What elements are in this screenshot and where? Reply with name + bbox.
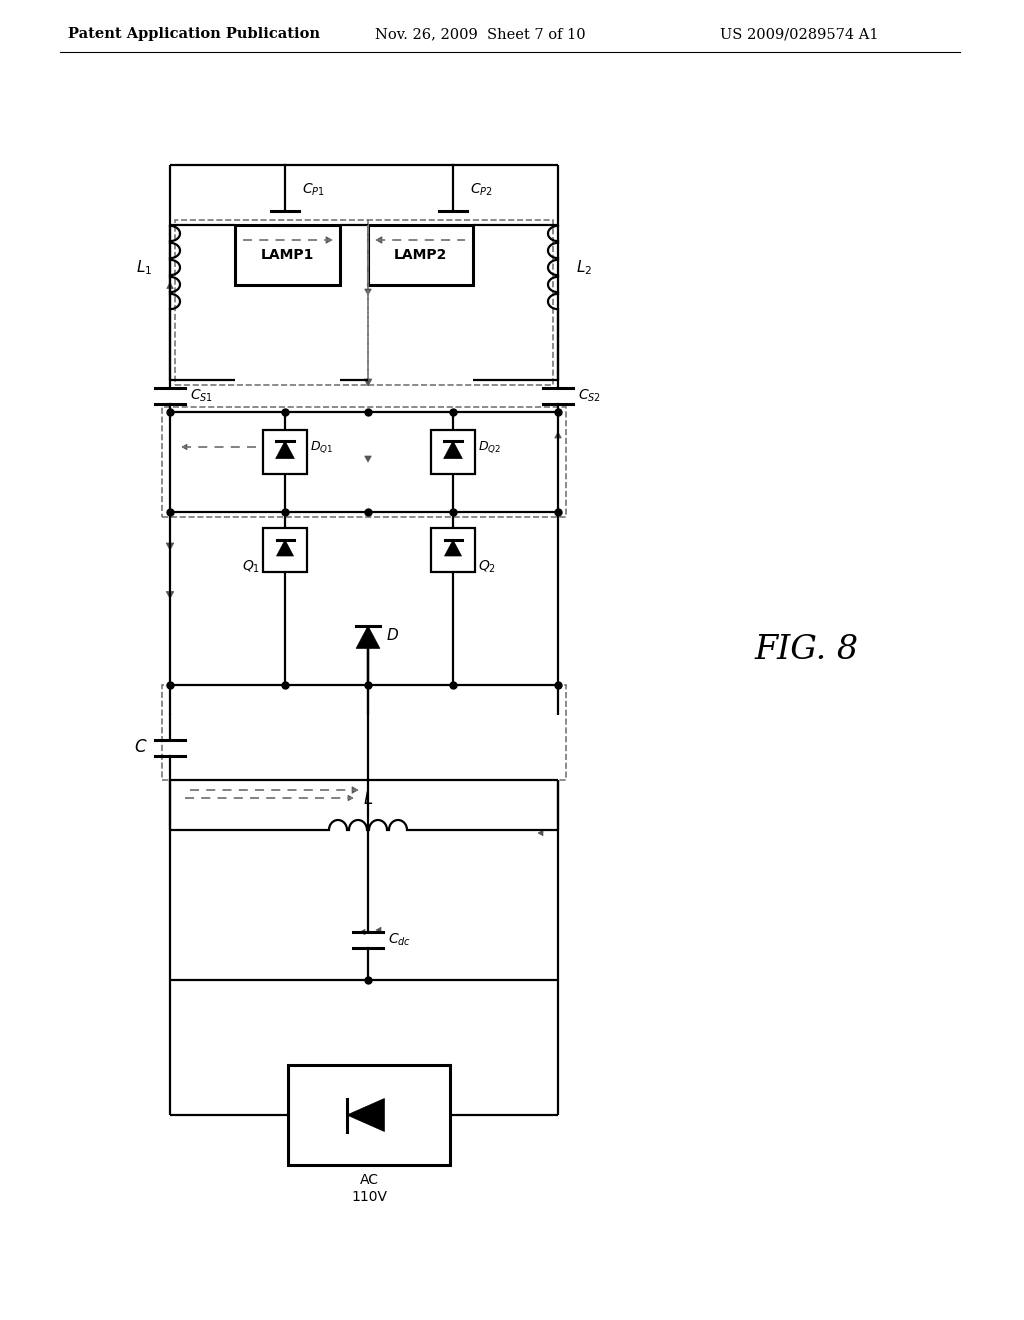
Text: $C$: $C$: [134, 739, 148, 756]
Polygon shape: [443, 441, 463, 458]
Polygon shape: [348, 795, 353, 801]
Bar: [368, 220, 553, 385]
Text: $D$: $D$: [386, 627, 399, 643]
Polygon shape: [352, 787, 358, 793]
Bar: [263, 430, 307, 474]
Polygon shape: [182, 445, 187, 450]
Text: FIG. 8: FIG. 8: [755, 634, 859, 667]
Text: $D_{Q1}$: $D_{Q1}$: [310, 440, 333, 455]
Polygon shape: [555, 432, 561, 438]
Bar: [368, 224, 473, 285]
Bar: [162, 407, 566, 517]
Text: $L$: $L$: [362, 791, 373, 808]
Polygon shape: [275, 441, 294, 458]
Text: $Q_1$: $Q_1$: [242, 558, 260, 576]
Text: $C_{P1}$: $C_{P1}$: [302, 182, 325, 198]
Polygon shape: [365, 455, 372, 462]
Text: $C_{S2}$: $C_{S2}$: [578, 388, 601, 404]
Polygon shape: [444, 540, 462, 556]
Polygon shape: [376, 236, 382, 243]
Polygon shape: [356, 626, 380, 648]
Text: Patent Application Publication: Patent Application Publication: [68, 26, 319, 41]
Polygon shape: [326, 236, 332, 243]
Bar: [175, 220, 368, 385]
Polygon shape: [376, 927, 381, 933]
Text: US 2009/0289574 A1: US 2009/0289574 A1: [720, 26, 879, 41]
Text: $C_{S1}$: $C_{S1}$: [190, 388, 213, 404]
Polygon shape: [166, 543, 174, 550]
Bar: [431, 528, 475, 572]
Polygon shape: [166, 591, 174, 598]
Text: LAMP2: LAMP2: [394, 248, 447, 261]
Polygon shape: [347, 1098, 384, 1131]
Bar: [234, 224, 340, 285]
Bar: [431, 430, 475, 474]
Text: $D_{Q2}$: $D_{Q2}$: [478, 440, 501, 455]
Text: LAMP1: LAMP1: [261, 248, 314, 261]
Text: Nov. 26, 2009  Sheet 7 of 10: Nov. 26, 2009 Sheet 7 of 10: [375, 26, 586, 41]
Polygon shape: [538, 830, 543, 836]
Text: $C_{P2}$: $C_{P2}$: [470, 182, 493, 198]
Text: $C_{dc}$: $C_{dc}$: [388, 932, 411, 948]
Polygon shape: [167, 282, 173, 289]
Bar: [288, 1065, 450, 1166]
Text: $L_1$: $L_1$: [136, 259, 152, 277]
Text: $Q_2$: $Q_2$: [478, 558, 497, 576]
Polygon shape: [360, 929, 365, 935]
Text: $L_2$: $L_2$: [575, 259, 592, 277]
Text: AC
110V: AC 110V: [351, 1173, 387, 1204]
Bar: [263, 528, 307, 572]
Polygon shape: [365, 289, 372, 294]
Bar: [162, 685, 566, 780]
Polygon shape: [365, 379, 372, 385]
Polygon shape: [276, 540, 294, 556]
